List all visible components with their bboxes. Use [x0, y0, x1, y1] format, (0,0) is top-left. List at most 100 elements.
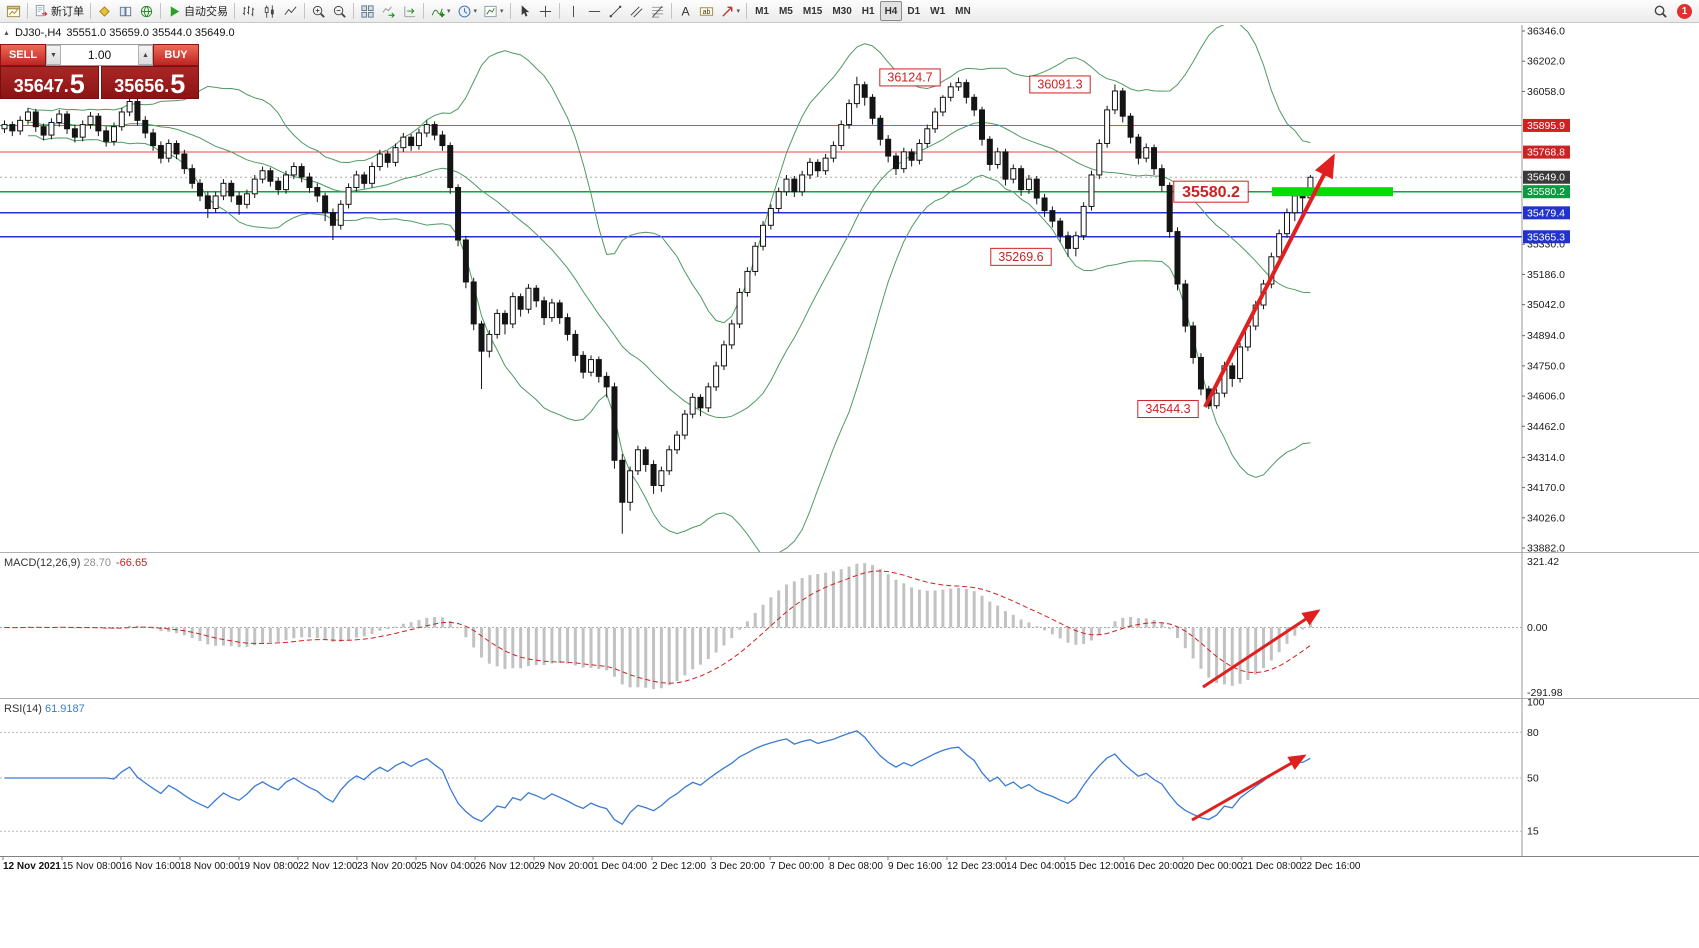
chart-symbol-label: DJ30-,H4: [14, 27, 62, 39]
price-tag: [1523, 118, 1570, 132]
bollinger-upper-band: [27, 25, 1311, 324]
search-button[interactable]: [1650, 1, 1671, 21]
tf-m30-button[interactable]: M30: [827, 1, 856, 21]
volume-up-button[interactable]: ▲: [138, 45, 153, 65]
price-annotation-label: 36091.3: [1037, 77, 1082, 91]
neworder-icon: [34, 4, 49, 19]
price-annotation-box[interactable]: [990, 247, 1052, 266]
trend-arrow[interactable]: [1191, 754, 1307, 822]
barchart-icon: [241, 4, 256, 19]
macd-axis-min: -291.98: [1527, 687, 1563, 699]
tf-m15-button-label: M15: [802, 5, 823, 17]
sell-price[interactable]: 35647. 5: [0, 66, 99, 99]
charts-window-button[interactable]: [3, 1, 24, 21]
trendline-button[interactable]: [605, 1, 626, 21]
fibonacci-button[interactable]: [647, 1, 668, 21]
tf-h1-button[interactable]: H1: [857, 1, 880, 21]
chartshift-icon: [402, 4, 417, 19]
toolbar-separator: [746, 3, 748, 19]
new-order-button[interactable]: 新订单: [31, 1, 87, 21]
price-axis-label: 34314.0: [1527, 452, 1565, 464]
crosshair-button[interactable]: [535, 1, 556, 21]
arrows-object-button[interactable]: ▾: [717, 1, 744, 21]
price-axis-label: 34750.0: [1527, 360, 1565, 372]
bar-chart-button[interactable]: [238, 1, 259, 21]
price-annotation-box[interactable]: [1029, 75, 1091, 94]
zoom-out-button[interactable]: [329, 1, 350, 21]
tf-m15-button[interactable]: M15: [798, 1, 827, 21]
macd-axis-max: 321.42: [1527, 556, 1559, 568]
tile-windows-button[interactable]: [357, 1, 378, 21]
text-button[interactable]: A: [675, 1, 696, 21]
volume-input[interactable]: [61, 45, 138, 65]
price-annotation-box[interactable]: [1173, 180, 1249, 203]
candles-layer: [1, 76, 1314, 534]
autotrading-button[interactable]: 自动交易: [164, 1, 231, 21]
tile-icon: [360, 4, 375, 19]
tf-m1-button[interactable]: M1: [750, 1, 774, 21]
magnifier-icon: [1653, 4, 1668, 19]
tf-h4-button[interactable]: H4: [879, 1, 903, 21]
rsi-title: RSI(14) 61.9187: [4, 703, 85, 715]
tf-mn-button[interactable]: MN: [950, 1, 976, 21]
time-axis-label: 15 Dec 12:00: [1065, 861, 1125, 872]
tf-d1-button-label: D1: [907, 5, 921, 17]
periods-icon: [457, 4, 472, 19]
volume-down-button[interactable]: ▼: [46, 45, 61, 65]
new-order-button-label: 新订单: [51, 6, 84, 18]
trend-arrow[interactable]: [1202, 609, 1321, 689]
text-label-button[interactable]: ab: [696, 1, 717, 21]
templates-button[interactable]: ▾: [480, 1, 507, 21]
mql-market-button[interactable]: [94, 1, 115, 21]
crosshair-icon: [538, 4, 553, 19]
sell-button[interactable]: SELL: [0, 44, 46, 66]
diamond-icon: [97, 4, 112, 19]
time-axis-label: 16 Dec 20:00: [1124, 861, 1184, 872]
channel-button[interactable]: [626, 1, 647, 21]
vertical-line-button[interactable]: [563, 1, 584, 21]
time-axis-label: 22 Nov 12:00: [298, 861, 358, 872]
community-button[interactable]: [136, 1, 157, 21]
tf-mn-button-label: MN: [955, 5, 971, 17]
buy-button[interactable]: BUY: [153, 44, 199, 66]
indicators-button[interactable]: ▾: [427, 1, 454, 21]
candlestick-chart-button[interactable]: [259, 1, 280, 21]
linechart-icon: [283, 4, 298, 19]
price-tag: [1523, 145, 1570, 159]
toolbar-separator: [353, 3, 354, 19]
svg-text:A: A: [681, 4, 690, 18]
periods-button[interactable]: ▾: [454, 1, 481, 21]
autotrading-button-label: 自动交易: [184, 6, 228, 18]
sell-price-main: 35647.: [13, 76, 69, 96]
tf-d1-button[interactable]: D1: [902, 1, 925, 21]
toolbar-separator: [234, 3, 235, 19]
tf-w1-button[interactable]: W1: [925, 1, 950, 21]
price-annotation-box[interactable]: [879, 68, 941, 87]
buy-price[interactable]: 35656. 5: [100, 66, 199, 99]
trendline-icon: [608, 4, 623, 19]
play-icon: [167, 4, 182, 19]
chart-shift-button[interactable]: [399, 1, 420, 21]
time-axis-label: 8 Dec 08:00: [829, 861, 883, 872]
depth-of-market-button[interactable]: [115, 1, 136, 21]
line-chart-button[interactable]: [280, 1, 301, 21]
zoomout-icon: [332, 4, 347, 19]
indicators-icon: [430, 4, 445, 19]
time-axis-label: 16 Nov 16:00: [121, 861, 181, 872]
cursor-button[interactable]: [514, 1, 535, 21]
price-annotation-box[interactable]: [1137, 400, 1199, 419]
horizontal-line-button[interactable]: [584, 1, 605, 21]
time-axis-label: 26 Nov 12:00: [475, 861, 535, 872]
rsi-axis-label: 15: [1527, 826, 1539, 838]
green-highlight-band[interactable]: [1272, 187, 1393, 197]
sell-price-big-digit: 5: [69, 68, 85, 99]
notification-badge[interactable]: 1: [1677, 3, 1692, 19]
trend-arrow[interactable]: [1203, 153, 1335, 408]
time-axis-label: 22 Dec 16:00: [1301, 861, 1361, 872]
price-tag: [1523, 170, 1570, 184]
zoom-in-button[interactable]: [308, 1, 329, 21]
auto-scroll-button[interactable]: [378, 1, 399, 21]
chart-canvas[interactable]: 36346.036202.036058.035330.035186.035042…: [0, 23, 1699, 948]
tf-m5-button[interactable]: M5: [774, 1, 798, 21]
